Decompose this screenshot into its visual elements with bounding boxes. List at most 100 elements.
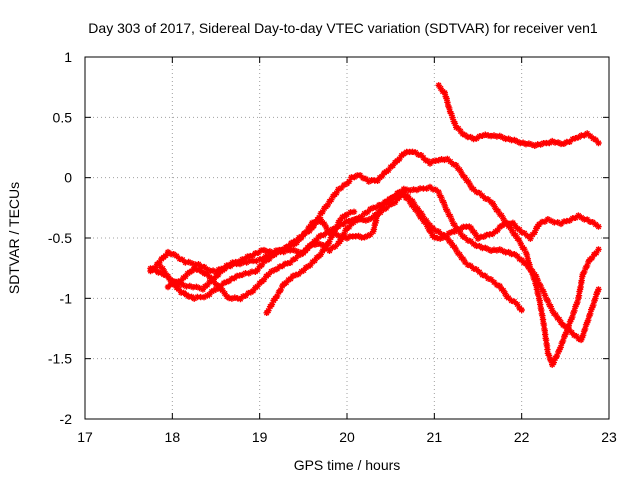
data-point <box>376 178 379 182</box>
data-point <box>572 333 576 336</box>
series-track-6 <box>435 82 602 149</box>
data-point <box>551 140 554 143</box>
data-point <box>345 227 349 230</box>
data-point <box>481 194 484 197</box>
data-point <box>214 275 218 278</box>
data-point <box>393 200 397 203</box>
data-point <box>503 222 506 225</box>
data-point <box>206 273 209 276</box>
data-point <box>337 234 340 237</box>
data-point <box>310 222 314 225</box>
data-point <box>454 248 458 252</box>
data-point <box>166 285 170 288</box>
data-point <box>592 303 595 306</box>
data-point <box>498 135 502 138</box>
data-point <box>579 339 583 342</box>
data-point <box>367 180 371 183</box>
y-tick-label: 1 <box>64 49 72 65</box>
data-point <box>206 268 209 271</box>
data-point <box>446 158 449 161</box>
data-point <box>302 251 305 254</box>
data-point <box>577 135 580 138</box>
y-tick-label: -0.5 <box>48 230 72 246</box>
data-point <box>149 266 152 270</box>
data-point <box>542 321 545 324</box>
data-point <box>319 218 322 222</box>
data-point <box>585 218 589 222</box>
data-point <box>415 210 419 213</box>
data-point <box>454 164 458 167</box>
data-point <box>551 309 554 312</box>
data-point <box>192 266 196 270</box>
y-tick-labels: -2 -1.5 -1 -0.5 0 0.5 1 <box>48 49 72 427</box>
data-point <box>443 92 447 95</box>
data-point <box>537 297 541 300</box>
data-point <box>481 273 484 276</box>
data-point <box>206 294 209 298</box>
data-point <box>289 248 292 252</box>
data-point <box>498 212 502 216</box>
data-point <box>571 315 574 318</box>
data-point <box>463 134 467 137</box>
y-tick-label: 0 <box>64 170 72 186</box>
data-point <box>592 136 595 140</box>
data-point <box>557 351 560 354</box>
data-point <box>529 236 532 240</box>
data-point <box>463 260 467 264</box>
data-point <box>568 218 571 222</box>
data-point <box>516 140 519 143</box>
data-point <box>559 222 563 225</box>
data-point <box>597 224 600 228</box>
data-point <box>345 236 349 240</box>
data-point <box>524 251 528 254</box>
x-tick-label: 19 <box>252 429 268 445</box>
data-point <box>354 218 357 222</box>
data-point <box>245 260 248 264</box>
x-axis-label: GPS time / hours <box>294 457 401 473</box>
data-point <box>481 134 484 137</box>
data-point <box>476 236 480 240</box>
data-point <box>258 258 261 261</box>
data-point <box>415 188 419 191</box>
data-point <box>448 110 452 113</box>
data-point <box>472 137 475 141</box>
x-tick-label: 23 <box>601 429 617 445</box>
data-point <box>450 230 453 234</box>
data-point <box>507 297 510 300</box>
x-tick-labels: 17 18 19 20 21 22 23 <box>77 429 617 445</box>
data-point <box>446 210 449 213</box>
data-point <box>389 198 392 201</box>
data-point <box>428 186 432 189</box>
data-point <box>588 258 591 261</box>
data-point <box>489 200 493 203</box>
data-point <box>520 309 523 312</box>
data-point <box>516 254 519 258</box>
data-point <box>175 254 178 258</box>
data-point <box>310 242 314 246</box>
data-point <box>275 266 279 270</box>
data-point <box>428 161 432 165</box>
data-point <box>516 303 519 306</box>
data-point <box>559 321 563 324</box>
data-point <box>437 158 440 161</box>
data-point <box>262 248 266 252</box>
data-point <box>179 291 183 294</box>
data-point <box>352 210 356 213</box>
data-point <box>328 230 331 234</box>
data-point <box>597 248 600 252</box>
data-point <box>328 200 331 203</box>
data-point <box>559 142 563 146</box>
data-point <box>441 236 445 240</box>
data-point <box>254 270 257 273</box>
data-point <box>192 297 196 300</box>
data-point <box>372 230 375 234</box>
data-point <box>300 270 303 273</box>
data-point <box>507 251 510 254</box>
data-point <box>249 291 253 294</box>
data-point <box>201 287 205 290</box>
data-point <box>568 140 571 143</box>
data-point <box>581 273 584 276</box>
data-point <box>393 161 397 165</box>
data-point <box>542 142 545 146</box>
data-point <box>338 218 342 222</box>
